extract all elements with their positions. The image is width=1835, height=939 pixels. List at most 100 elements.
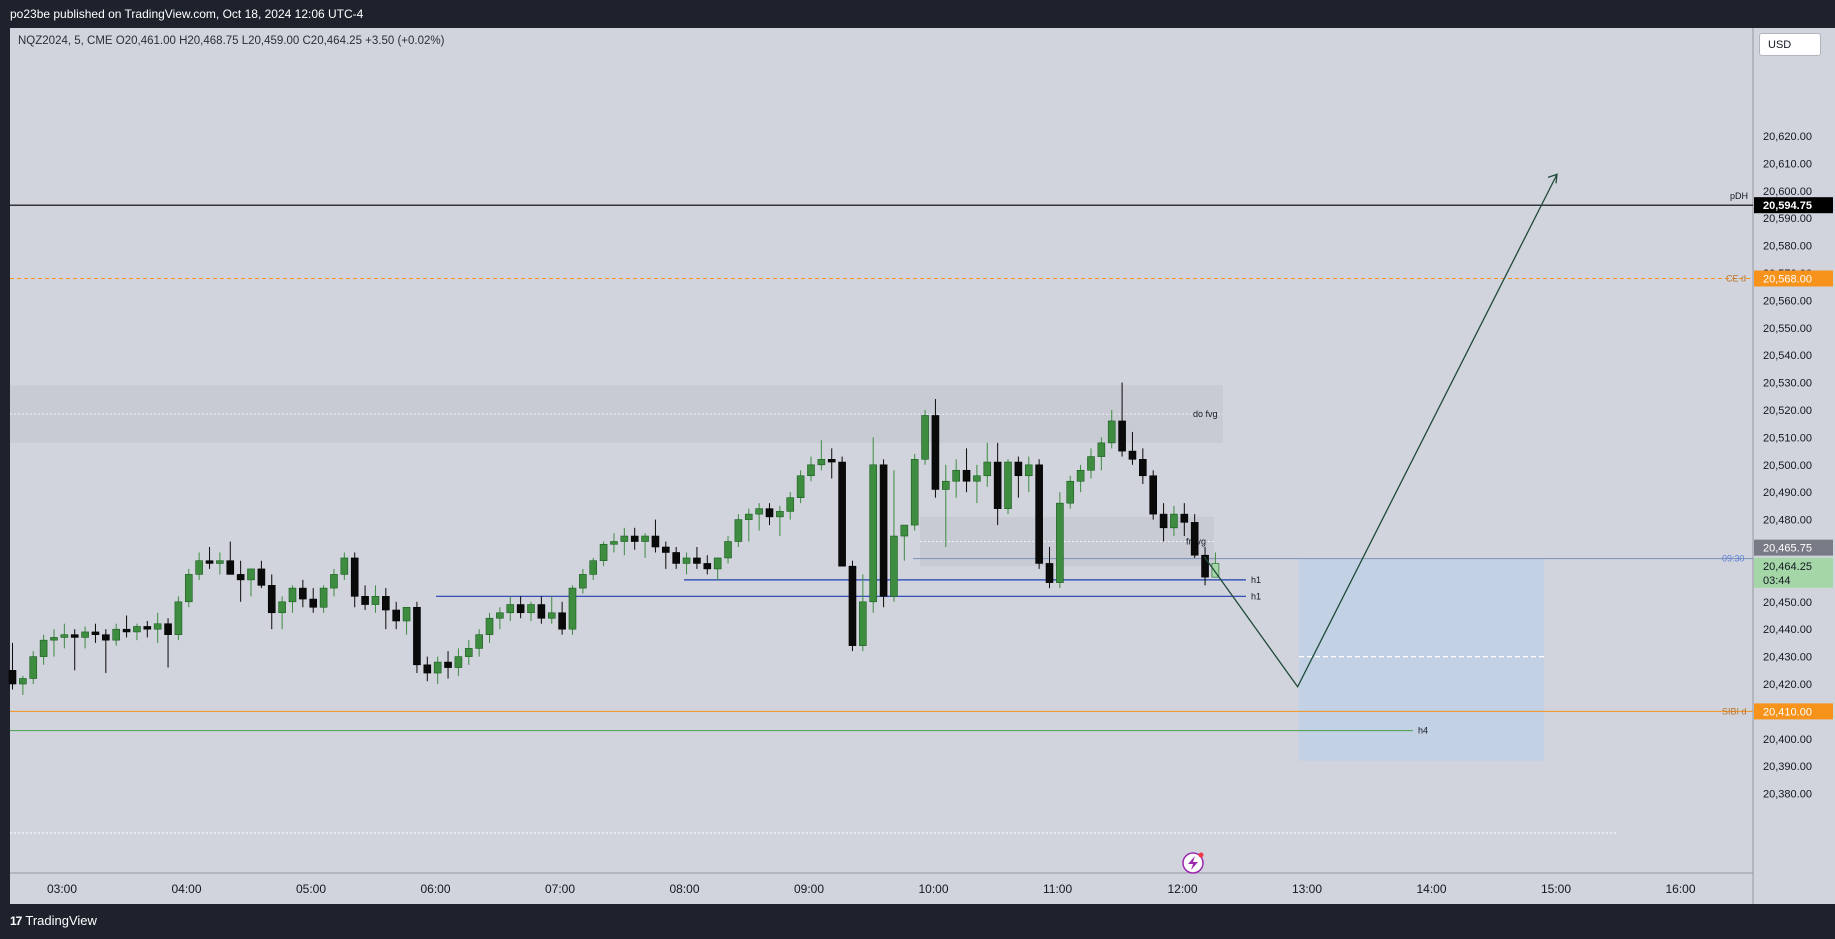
candle-body[interactable]: [39, 639, 48, 657]
candle-body[interactable]: [516, 604, 525, 614]
candle-body[interactable]: [8, 669, 17, 685]
candle-body[interactable]: [682, 557, 691, 564]
candle-body[interactable]: [174, 601, 183, 635]
candle-body[interactable]: [1087, 456, 1095, 471]
candle-body[interactable]: [630, 535, 639, 542]
candle-body[interactable]: [807, 464, 815, 477]
candle-body[interactable]: [226, 560, 235, 575]
tradingview-logo[interactable]: 17 TradingView: [10, 913, 97, 928]
candle-body[interactable]: [973, 475, 981, 482]
candle-body[interactable]: [236, 574, 245, 581]
candle-body[interactable]: [662, 546, 670, 553]
candle-body[interactable]: [817, 459, 826, 466]
candle-body[interactable]: [319, 587, 328, 608]
candle-body[interactable]: [1056, 502, 1064, 583]
candle-body[interactable]: [91, 631, 100, 635]
candle-body[interactable]: [527, 604, 535, 614]
candle-body[interactable]: [1170, 513, 1178, 529]
candle-body[interactable]: [589, 560, 598, 575]
candle-body[interactable]: [102, 634, 110, 641]
candle-body[interactable]: [827, 459, 836, 463]
candle-body[interactable]: [610, 541, 618, 545]
candle-body[interactable]: [776, 511, 784, 518]
candle-body[interactable]: [1004, 461, 1012, 509]
candle-body[interactable]: [1118, 420, 1126, 452]
candle-body[interactable]: [1097, 442, 1106, 457]
candle-body[interactable]: [1107, 420, 1116, 444]
candle-body[interactable]: [941, 480, 950, 490]
candle-body[interactable]: [433, 661, 442, 674]
candle-body[interactable]: [371, 596, 380, 605]
candle-body[interactable]: [506, 604, 515, 614]
candle-body[interactable]: [382, 596, 390, 611]
candle-body[interactable]: [547, 612, 556, 619]
candle-body[interactable]: [309, 598, 318, 608]
candle-body[interactable]: [1024, 464, 1033, 477]
candle-body[interactable]: [620, 535, 629, 542]
candle-body[interactable]: [1035, 464, 1043, 564]
candle-body[interactable]: [724, 541, 732, 559]
candle-body[interactable]: [464, 648, 473, 657]
candle-body[interactable]: [921, 415, 929, 460]
candle-body[interactable]: [890, 535, 898, 597]
candle-body[interactable]: [848, 565, 857, 646]
candle-body[interactable]: [299, 587, 307, 600]
candle-body[interactable]: [734, 519, 743, 542]
candle-body[interactable]: [392, 609, 400, 622]
candle-body[interactable]: [330, 574, 338, 589]
candle-body[interactable]: [796, 475, 805, 498]
candle-body[interactable]: [900, 524, 909, 537]
candle-body[interactable]: [413, 606, 421, 666]
candle-body[interactable]: [755, 508, 763, 515]
candle-body[interactable]: [869, 464, 878, 603]
candle-body[interactable]: [19, 678, 27, 685]
candle-body[interactable]: [143, 626, 152, 630]
candle-body[interactable]: [444, 661, 452, 668]
candle-body[interactable]: [568, 587, 577, 630]
candle-body[interactable]: [1045, 563, 1054, 583]
candle-body[interactable]: [983, 461, 992, 477]
candle-body[interactable]: [786, 497, 795, 512]
candle-body[interactable]: [112, 628, 120, 641]
candle-body[interactable]: [879, 464, 888, 597]
candle-body[interactable]: [496, 612, 504, 619]
candle-body[interactable]: [1190, 522, 1199, 556]
candle-body[interactable]: [599, 543, 608, 562]
candle-body[interactable]: [744, 513, 753, 520]
candle-body[interactable]: [361, 596, 369, 605]
candle-body[interactable]: [962, 469, 971, 482]
candle-body[interactable]: [713, 557, 722, 570]
candle-body[interactable]: [952, 469, 960, 482]
candle-body[interactable]: [1159, 513, 1168, 529]
candle-body[interactable]: [184, 574, 193, 603]
candle-body[interactable]: [278, 601, 286, 614]
candle-body[interactable]: [60, 634, 69, 638]
candle-body[interactable]: [1211, 563, 1220, 578]
candle-body[interactable]: [29, 656, 38, 679]
candle-body[interactable]: [133, 626, 141, 633]
candle-body[interactable]: [703, 563, 712, 570]
candle-body[interactable]: [81, 631, 89, 638]
candle-body[interactable]: [1066, 480, 1075, 504]
candle-body[interactable]: [910, 459, 919, 526]
candle-body[interactable]: [340, 557, 349, 575]
candle-body[interactable]: [641, 535, 649, 542]
candle-body[interactable]: [672, 552, 680, 564]
candle-body[interactable]: [247, 568, 255, 581]
candle-body[interactable]: [257, 568, 266, 586]
candle-body[interactable]: [164, 623, 172, 635]
candle-body[interactable]: [485, 617, 494, 635]
candle-body[interactable]: [1201, 554, 1209, 578]
candle-body[interactable]: [1180, 513, 1189, 523]
candle-body[interactable]: [859, 601, 867, 646]
candle-body[interactable]: [931, 415, 940, 490]
candle-body[interactable]: [153, 623, 162, 630]
candle-body[interactable]: [216, 560, 224, 564]
candle-body[interactable]: [765, 508, 774, 518]
candle-body[interactable]: [579, 574, 587, 589]
candle-body[interactable]: [423, 664, 432, 674]
candle-body[interactable]: [1128, 450, 1137, 460]
candle-body[interactable]: [993, 461, 1002, 509]
candle-body[interactable]: [693, 557, 701, 564]
